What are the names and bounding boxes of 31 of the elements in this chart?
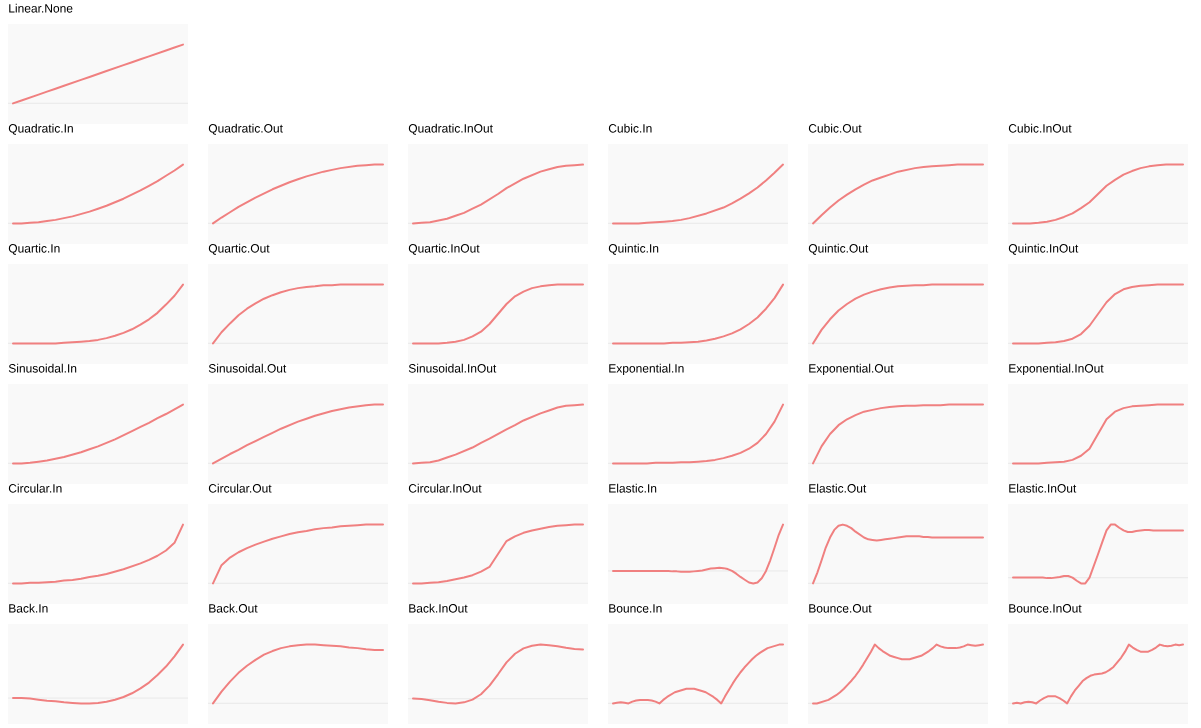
chart-title: Back.Out bbox=[209, 603, 258, 613]
chart-title: Quintic.Out bbox=[808, 243, 869, 255]
chart-title: Cubic.In bbox=[608, 123, 652, 133]
chart-title: Linear.None bbox=[9, 3, 73, 13]
chart-title: Back.In bbox=[9, 603, 48, 613]
chart-title: Sinusoidal.InOut bbox=[408, 363, 497, 373]
chart-title: Sinusoidal.Out bbox=[208, 363, 287, 373]
chart-title: Circular.In bbox=[8, 483, 62, 493]
chart-title: Quintic.In bbox=[608, 243, 659, 255]
chart-title: Bounce.InOut bbox=[1009, 604, 1082, 613]
chart-title: Exponential.InOut bbox=[1009, 363, 1104, 375]
chart-title: Circular.Out bbox=[208, 483, 272, 493]
chart-title: Bounce.In bbox=[609, 604, 662, 613]
chart-title: Quadratic.InOut bbox=[408, 123, 493, 135]
chart-title: Quadratic.Out bbox=[208, 123, 283, 135]
chart-title: Quadratic.In bbox=[8, 123, 73, 135]
chart-title: Elastic.InOut bbox=[1009, 483, 1077, 493]
chart-title: Sinusoidal.In bbox=[8, 363, 77, 373]
chart-title: Quartic.InOut bbox=[408, 243, 480, 255]
chart-title: Elastic.Out bbox=[809, 483, 867, 493]
chart-title: Quartic.Out bbox=[208, 243, 270, 255]
chart-title: Exponential.In bbox=[609, 363, 684, 375]
chart-title: Exponential.Out bbox=[809, 363, 894, 375]
chart-title: Elastic.In bbox=[609, 483, 657, 493]
chart-title: Circular.InOut bbox=[408, 483, 482, 493]
chart-title: Cubic.InOut bbox=[1008, 123, 1072, 133]
chart-title: Quintic.InOut bbox=[1008, 243, 1079, 255]
chart-title: Cubic.Out bbox=[808, 123, 862, 133]
chart-title: Bounce.Out bbox=[809, 604, 872, 613]
chart-title: Back.InOut bbox=[409, 603, 468, 613]
chart-title: Quartic.In bbox=[8, 243, 60, 255]
